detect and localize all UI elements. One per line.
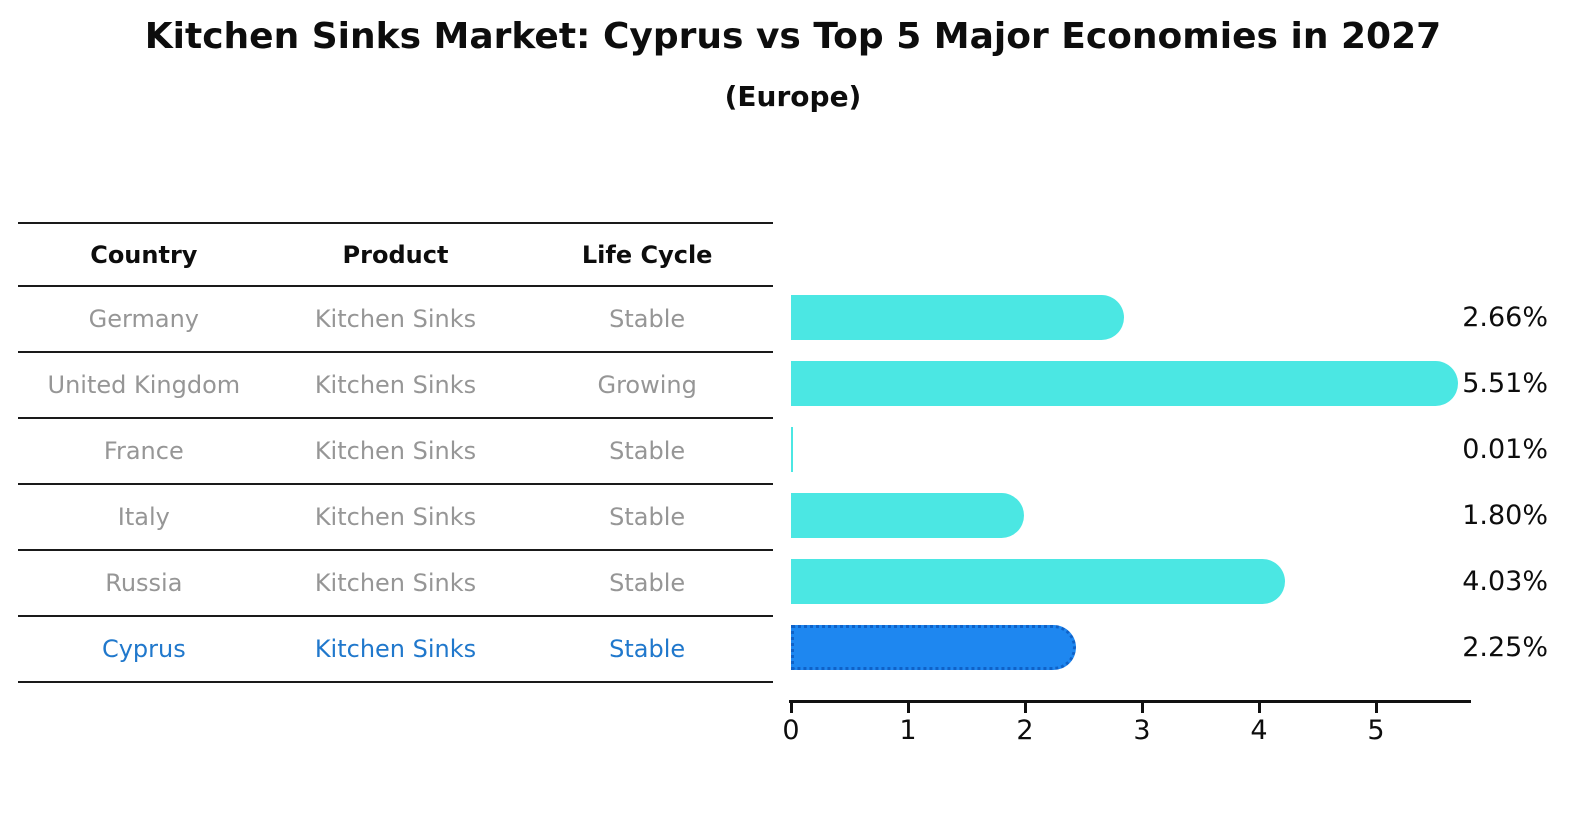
column-header-lifecycle: Life Cycle [581,240,713,269]
bar-france [791,427,793,472]
x-axis-tick-label: 1 [899,715,917,746]
cell-product: Kitchen Sinks [314,569,477,597]
cell-lifecycle: Stable [609,437,686,465]
table-row: Germany Kitchen Sinks Stable [18,287,773,353]
x-axis-tick-group: 0 [782,289,1469,759]
cell-lifecycle: Stable [609,635,686,663]
x-axis-tick-label: 3 [1133,715,1151,746]
bar-russia [791,559,1285,604]
bar-value-label: 2.25% [1462,632,1548,663]
cell-product: Kitchen Sinks [314,371,477,399]
column-header-product: Product [342,240,449,269]
cell-product: Kitchen Sinks [314,635,477,663]
cell-country: France [103,437,184,465]
bar-value-label: 4.03% [1462,566,1548,597]
x-axis-tick [1375,700,1378,713]
bar-value-label: 2.66% [1462,302,1548,333]
table-header-row: Country Product Life Cycle [18,222,773,287]
table-row: Russia Kitchen Sinks Stable [18,551,773,617]
x-axis-tick-group: 4 [791,289,1469,759]
cell-product: Kitchen Sinks [314,437,477,465]
table-row: United Kingdom Kitchen Sinks Growing [18,353,773,419]
x-axis-tick [907,700,910,713]
cell-country: Russia [105,569,183,597]
x-axis-tick [1141,700,1144,713]
bar-chart-plot: 0 1 2 3 4 5 [782,289,1471,759]
bar-value-label: 5.51% [1462,368,1548,399]
x-axis-tick-group: 5 [791,289,1469,759]
cell-country: United Kingdom [47,371,241,399]
bar-value-label: 1.80% [1462,500,1548,531]
x-axis-tick [1024,700,1027,713]
bar-cyprus [791,625,1076,670]
x-axis-line [789,700,1471,703]
table-row: France Kitchen Sinks Stable [18,419,773,485]
x-axis-tick-label: 5 [1367,715,1385,746]
cell-country: Cyprus [101,635,186,663]
chart-subtitle: (Europe) [724,80,862,113]
cell-lifecycle: Stable [609,569,686,597]
cell-product: Kitchen Sinks [314,503,477,531]
bar-italy [791,493,1024,538]
bar-germany [791,295,1124,340]
cell-lifecycle: Stable [609,503,686,531]
chart-title: Kitchen Sinks Market: Cyprus vs Top 5 Ma… [144,16,1442,57]
cell-lifecycle: Stable [609,305,686,333]
x-axis-tick-group: 2 [791,289,1469,759]
x-axis-tick-group: 1 [791,289,1469,759]
cell-product: Kitchen Sinks [314,305,477,333]
value-labels: 2.66% 5.51% 0.01% 1.80% 4.03% 2.25% [1420,289,1548,729]
cell-country: Italy [117,503,170,531]
x-axis-tick [790,700,793,713]
country-table: Country Product Life Cycle Germany Kitch… [18,222,773,683]
cell-country: Germany [88,305,199,333]
x-axis-tick-label: 2 [1016,715,1034,746]
table-body: Germany Kitchen Sinks Stable United King… [18,287,773,683]
cell-lifecycle: Growing [597,371,697,399]
x-axis-tick-label: 0 [782,715,800,746]
bars-layer [791,289,1469,759]
x-axis-tick-label: 4 [1250,715,1268,746]
bar-value-label: 0.01% [1462,434,1548,465]
table-row: Italy Kitchen Sinks Stable [18,485,773,551]
table-row: Cyprus Kitchen Sinks Stable [18,617,773,683]
x-axis-tick [1258,700,1261,713]
x-axis-tick-group: 3 [791,289,1469,759]
bar-united-kingdom [791,361,1458,406]
xaxis-ticks: 0 1 2 3 4 5 [782,289,1469,759]
column-header-country: Country [90,240,198,269]
